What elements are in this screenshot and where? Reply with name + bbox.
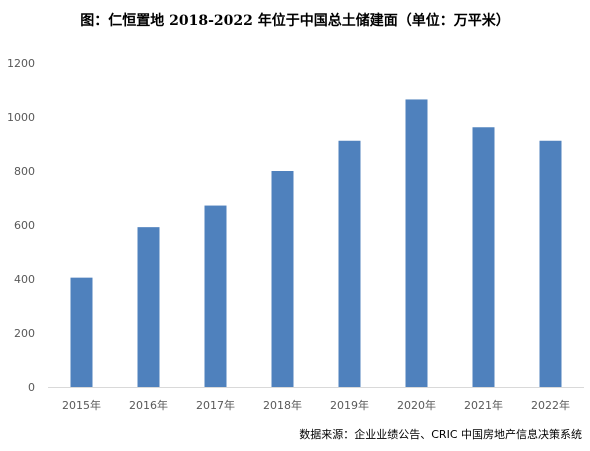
y-tick-label-3: 600 — [14, 219, 35, 232]
source-note: 数据来源：企业业绩公告、CRIC 中国房地产信息决策系统 — [299, 428, 582, 441]
x-tick-label-3: 2018年 — [263, 398, 302, 412]
bar-1 — [137, 227, 160, 387]
bar-5 — [405, 99, 428, 387]
x-tick-label-6: 2021年 — [464, 398, 503, 412]
y-tick-label-1: 200 — [14, 327, 35, 340]
y-tick-label-0: 0 — [28, 381, 35, 394]
bar-0 — [70, 277, 93, 387]
bar-3 — [271, 171, 294, 387]
y-tick-label-5: 1000 — [7, 111, 35, 124]
bar-4 — [338, 140, 361, 387]
bar-6 — [472, 127, 495, 387]
bar-2 — [204, 205, 227, 387]
chart-title: 图：仁恒置地 2018-2022 年位于中国总土储建面（单位：万平米） — [80, 13, 510, 29]
y-tick-label-4: 800 — [14, 165, 35, 178]
x-tick-label-4: 2019年 — [330, 398, 369, 412]
x-tick-label-2: 2017年 — [196, 398, 235, 412]
x-tick-label-7: 2022年 — [531, 398, 570, 412]
y-tick-label-6: 1200 — [7, 57, 35, 70]
x-tick-label-1: 2016年 — [129, 398, 168, 412]
x-tick-label-0: 2015年 — [62, 398, 101, 412]
bar-7 — [539, 140, 562, 387]
y-tick-label-2: 400 — [14, 273, 35, 286]
x-tick-label-5: 2020年 — [397, 398, 436, 412]
